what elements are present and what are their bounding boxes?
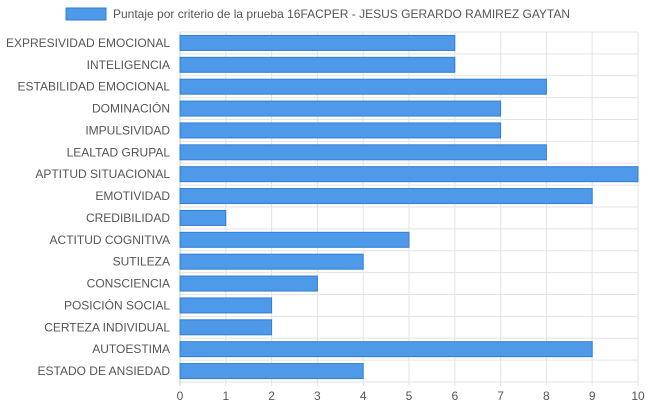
category-label: ESTABILIDAD EMOCIONAL — [18, 80, 171, 94]
category-label: ESTADO DE ANSIEDAD — [38, 364, 171, 378]
bar[interactable] — [179, 319, 273, 336]
bar[interactable] — [179, 209, 227, 226]
bar[interactable] — [179, 253, 364, 270]
category-label: AUTOESTIMA — [92, 342, 170, 356]
category-label: ACTITUD COGNITIVA — [50, 233, 170, 247]
bar[interactable] — [179, 34, 456, 51]
bar[interactable] — [179, 231, 410, 248]
bar[interactable] — [179, 122, 502, 139]
bars — [179, 34, 639, 380]
x-tick-label: 4 — [360, 389, 367, 403]
legend-swatch — [65, 7, 107, 21]
category-label: APTITUD SITUACIONAL — [35, 167, 170, 181]
gridlines — [179, 31, 639, 386]
bar[interactable] — [179, 275, 318, 292]
category-label: CERTEZA INDIVIDUAL — [44, 320, 170, 334]
category-label: POSICIÓN SOCIAL — [64, 297, 170, 312]
legend[interactable]: Puntaje por criterio de la prueba 16FACP… — [65, 7, 570, 21]
category-label: CREDIBILIDAD — [86, 211, 170, 225]
bar[interactable] — [179, 144, 547, 161]
bar[interactable] — [179, 166, 639, 183]
bar[interactable] — [179, 297, 273, 314]
category-label: CONSCIENCIA — [87, 277, 170, 291]
bar[interactable] — [179, 363, 364, 380]
category-label: SUTILEZA — [113, 255, 170, 269]
x-tick-label: 0 — [177, 389, 184, 403]
category-labels: EXPRESIVIDAD EMOCIONAL INTELIGENCIA ESTABI… — [6, 36, 170, 378]
x-tick-label: 2 — [268, 389, 275, 403]
x-tick-label: 1 — [222, 389, 229, 403]
legend-label: Puntaje por criterio de la prueba 16FACP… — [113, 7, 570, 21]
bar[interactable] — [179, 100, 502, 117]
category-label: LEALTAD GRUPAL — [67, 145, 171, 159]
bar[interactable] — [179, 78, 547, 95]
x-tick-label: 3 — [314, 389, 321, 403]
category-label: EXPRESIVIDAD EMOCIONAL — [6, 36, 170, 50]
category-label: IMPULSIVIDAD — [85, 123, 170, 137]
x-tick-label: 8 — [543, 389, 550, 403]
x-tick-label: 10 — [631, 389, 645, 403]
category-label: EMOTIVIDAD — [95, 189, 170, 203]
bar[interactable] — [179, 188, 593, 205]
bar[interactable] — [179, 341, 593, 358]
x-tick-label: 6 — [451, 389, 458, 403]
x-axis-tick-labels: 0 1 2 3 4 5 6 7 8 9 10 — [177, 389, 645, 403]
bar[interactable] — [179, 56, 456, 73]
x-tick-label: 7 — [497, 389, 504, 403]
category-label: DOMINACIÓN — [92, 101, 170, 116]
category-label: INTELIGENCIA — [87, 58, 170, 72]
x-tick-label: 9 — [589, 389, 596, 403]
x-tick-label: 5 — [406, 389, 413, 403]
